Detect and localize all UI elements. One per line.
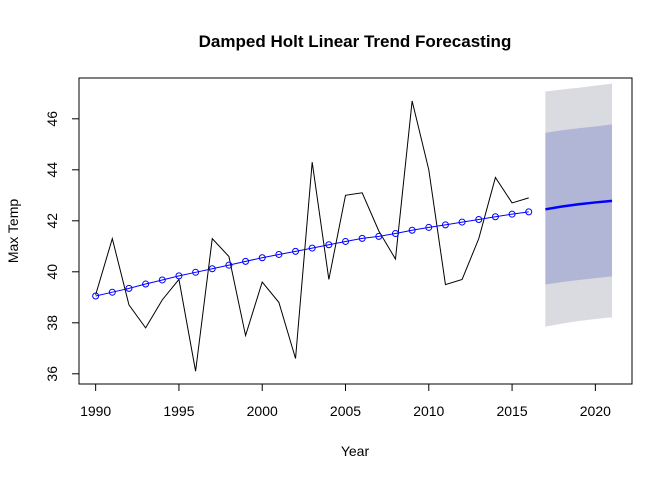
- fitted-point: [391, 230, 399, 238]
- fitted-point: [408, 226, 416, 234]
- fitted-point: [375, 232, 383, 240]
- fitted-point: [208, 265, 216, 273]
- fitted-point: [225, 261, 233, 269]
- fitted-point: [458, 218, 466, 226]
- y-tick-label: 38: [44, 315, 60, 331]
- plot-area: [92, 83, 613, 372]
- fitted-point: [258, 254, 266, 262]
- y-tick-label: 36: [44, 366, 60, 382]
- fitted-point: [275, 250, 283, 258]
- fitted-point: [92, 292, 100, 300]
- fitted-point: [242, 257, 250, 265]
- fitted-point: [192, 268, 200, 276]
- observed-series-line: [95, 100, 529, 372]
- y-axis-label: Max Temp: [5, 199, 21, 264]
- x-tick-label: 2005: [330, 403, 361, 419]
- fitted-point: [308, 244, 316, 252]
- x-axis-label: Year: [341, 443, 370, 459]
- fitted-point: [175, 272, 183, 280]
- y-tick-label: 40: [44, 264, 60, 280]
- x-tick-label: 2015: [496, 403, 527, 419]
- fitted-point: [425, 223, 433, 231]
- fitted-series-line: [95, 211, 529, 297]
- forecast-series-line: [545, 199, 613, 211]
- fitted-point: [125, 284, 133, 292]
- fitted-point: [325, 241, 333, 249]
- fitted-point: [508, 210, 516, 218]
- fitted-point: [108, 288, 116, 296]
- x-tick-label: 1990: [80, 403, 111, 419]
- fitted-point: [158, 276, 166, 284]
- y-tick-label: 44: [44, 162, 60, 178]
- y-axis: 36 38 40 42 44 46: [44, 111, 80, 382]
- fitted-point: [525, 208, 533, 216]
- y-tick-label: 42: [44, 213, 60, 229]
- x-tick-label: 2000: [247, 403, 278, 419]
- fitted-point: [491, 213, 499, 221]
- x-tick-label: 2020: [580, 403, 611, 419]
- y-tick-label: 46: [44, 111, 60, 127]
- fitted-point: [441, 221, 449, 229]
- fitted-point: [475, 216, 483, 224]
- x-axis: 1990 1995 2000 2005 2010 2015 2020: [80, 383, 611, 419]
- x-tick-label: 1995: [163, 403, 194, 419]
- fitted-point: [358, 234, 366, 242]
- chart-title: Damped Holt Linear Trend Forecasting: [199, 32, 512, 51]
- fitted-point: [142, 280, 150, 288]
- fitted-point: [342, 237, 350, 245]
- fitted-point: [292, 247, 300, 255]
- x-tick-label: 2010: [413, 403, 444, 419]
